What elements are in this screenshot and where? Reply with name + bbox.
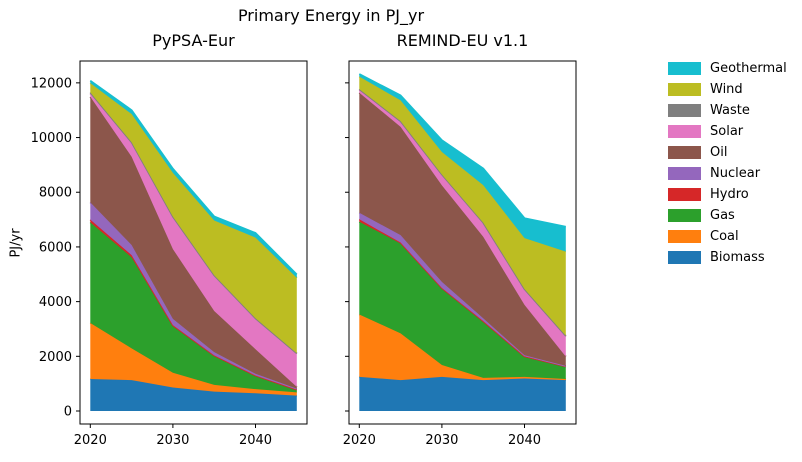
area-band-biomass xyxy=(90,379,297,411)
x-tick-label: 2030 xyxy=(156,433,189,448)
legend-item-gas: Gas xyxy=(668,205,787,226)
area-band-gas xyxy=(359,221,566,380)
x-tick-label: 2020 xyxy=(343,433,376,448)
legend-item-coal: Coal xyxy=(668,226,787,247)
legend-item-geothermal: Geothermal xyxy=(668,58,787,79)
legend-swatch-geothermal xyxy=(668,62,701,75)
area-edge-geothermal xyxy=(89,79,298,276)
legend-label: Geothermal xyxy=(710,61,787,76)
subplot-title-pypsa-eur: PyPSA-Eur xyxy=(152,31,235,50)
legend-label: Gas xyxy=(710,208,735,223)
figure-title: Primary Energy in PJ_yr xyxy=(237,6,425,25)
legend-swatch-gas xyxy=(668,209,701,222)
legend-swatch-solar xyxy=(668,125,701,138)
area-band-solar xyxy=(359,89,566,357)
y-tick-label: 6000 xyxy=(39,240,72,255)
legend-item-solar: Solar xyxy=(668,121,787,142)
area-band-solar xyxy=(90,93,297,387)
legend-item-biomass: Biomass xyxy=(668,247,787,268)
y-tick-label: 10000 xyxy=(31,131,72,146)
y-tick-label: 2000 xyxy=(39,350,72,365)
axes-frame xyxy=(79,60,308,425)
area-band-gas xyxy=(90,222,297,393)
legend-label: Coal xyxy=(710,229,739,244)
legend-swatch-oil xyxy=(668,146,701,159)
area-band-coal xyxy=(90,322,297,396)
y-tick-label: 12000 xyxy=(31,76,72,91)
area-band-oil xyxy=(359,92,566,366)
legend-item-nuclear: Nuclear xyxy=(668,163,787,184)
x-tick-label: 2030 xyxy=(425,433,458,448)
area-band-biomass xyxy=(359,376,566,411)
legend-label: Wind xyxy=(710,82,743,97)
legend: Geothermal Wind Waste Solar Oil Nuclear Hydro G… xyxy=(668,58,787,268)
legend-item-wind: Wind xyxy=(668,79,787,100)
x-tick-label: 2040 xyxy=(508,433,541,448)
legend-swatch-nuclear xyxy=(668,167,701,180)
area-edge-hydro xyxy=(89,218,298,391)
x-tick-label: 2040 xyxy=(239,433,272,448)
subplot-title-remind-eu: REMIND-EU v1.1 xyxy=(396,31,529,50)
y-tick-label: 8000 xyxy=(39,186,72,201)
legend-swatch-hydro xyxy=(668,188,701,201)
axes-frame xyxy=(348,60,577,425)
y-tick-label: 0 xyxy=(64,405,72,420)
legend-label: Oil xyxy=(710,145,728,160)
legend-label: Waste xyxy=(710,103,750,118)
y-tick-label: 4000 xyxy=(39,295,72,310)
legend-label: Biomass xyxy=(710,250,765,265)
legend-item-oil: Oil xyxy=(668,142,787,163)
x-tick-label: 2020 xyxy=(74,433,107,448)
legend-swatch-coal xyxy=(668,230,701,243)
area-edge-nuclear xyxy=(89,201,298,390)
legend-label: Solar xyxy=(710,124,744,139)
legend-label: Hydro xyxy=(710,187,749,202)
area-band-nuclear xyxy=(359,212,566,367)
legend-swatch-waste xyxy=(668,104,701,117)
legend-swatch-wind xyxy=(668,83,701,96)
area-edge-geothermal xyxy=(358,73,566,228)
area-band-geothermal xyxy=(359,74,566,252)
area-band-coal xyxy=(359,314,566,381)
area-band-wind xyxy=(90,83,297,354)
legend-swatch-biomass xyxy=(668,251,701,264)
legend-item-waste: Waste xyxy=(668,100,787,121)
legend-label: Nuclear xyxy=(710,166,761,181)
area-edge-coal xyxy=(89,322,297,394)
area-band-wind xyxy=(359,76,566,336)
legend-item-hydro: Hydro xyxy=(668,184,787,205)
area-band-oil xyxy=(90,96,297,389)
